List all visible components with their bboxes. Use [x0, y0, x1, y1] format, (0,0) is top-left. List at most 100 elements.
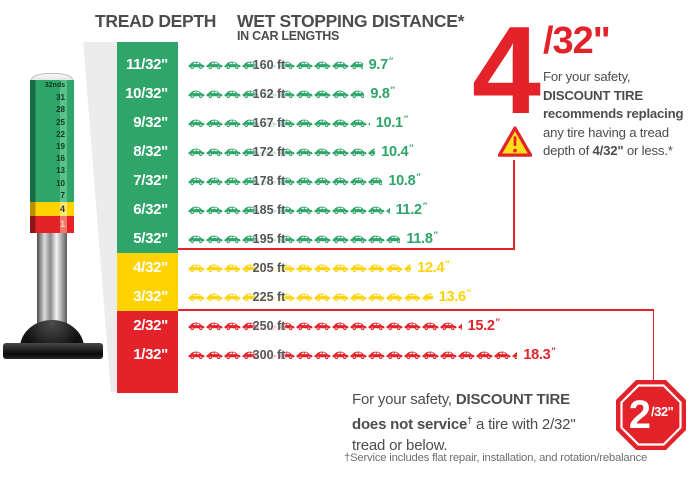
- two32-boundary-line: [178, 309, 654, 311]
- car-row: 172 ft: [188, 144, 376, 159]
- car-icon: [296, 320, 314, 332]
- recommend-line5a: depth of: [542, 143, 593, 159]
- car-icon: [296, 117, 314, 129]
- car-row: 160 ft: [188, 58, 363, 72]
- car-icon: [188, 88, 206, 100]
- car-icon: [206, 291, 224, 303]
- stop-sign-two32: 2 /32": [615, 379, 687, 451]
- car-row: 205 ft: [188, 261, 412, 275]
- distance-label: 300 ft: [252, 347, 286, 362]
- car-icon: [206, 204, 224, 216]
- car-icon: [188, 175, 206, 187]
- notice-line1b: DISCOUNT TIRE: [455, 391, 570, 408]
- car-icon: [332, 349, 350, 361]
- table-row: 9/32" 167 ft 10.1″: [117, 108, 555, 137]
- car-icon: [368, 175, 383, 187]
- double-prime-mark: ″: [551, 346, 556, 356]
- car-icon: 195 ft: [253, 232, 286, 246]
- car-icon: [314, 88, 332, 100]
- distance-label: 172 ft: [252, 144, 286, 159]
- distance-label: 162 ft: [252, 86, 286, 101]
- section-red: 2/32" 250 ft 15.2″ 1/32" 300 ft 18.3″: [117, 311, 556, 393]
- tread-depth-label: 10/32": [125, 85, 168, 102]
- car-lengths-value: 9.8″: [370, 85, 395, 102]
- table-row: 6/32" 185 ft 11.2″: [117, 195, 555, 224]
- recommend-line5b: 4/32": [592, 143, 624, 159]
- car-lengths-value: 10.1″: [375, 114, 408, 131]
- car-icon: [188, 117, 206, 129]
- four32-big-digit: 4: [472, 2, 541, 140]
- car-icon: [404, 291, 422, 303]
- car-icon: [368, 291, 386, 303]
- car-icon: [206, 320, 224, 332]
- gauge-red-band: 1: [30, 216, 74, 233]
- four32-boundary-line: [178, 248, 515, 250]
- car-icon: [206, 146, 224, 158]
- car-icon: [314, 175, 332, 187]
- car-lengths-value: 12.4″: [417, 259, 450, 276]
- distance-label: 195 ft: [252, 231, 286, 246]
- car-icon: [206, 262, 224, 274]
- tread-depth-label: 1/32": [133, 346, 168, 363]
- tread-depth-label: 6/32": [133, 201, 168, 218]
- car-icon: [242, 88, 260, 100]
- car-lengths-value: 9.7″: [368, 56, 394, 73]
- stop-sign-fraction: /32": [651, 403, 674, 419]
- car-icon: 185 ft: [253, 203, 286, 217]
- car-icon: [332, 59, 350, 71]
- car-icon: [296, 88, 314, 100]
- car-icon: [296, 204, 314, 216]
- car-icon: [188, 59, 206, 71]
- gauge-scale-number: 32nds: [44, 82, 65, 89]
- car-icon: [368, 262, 386, 274]
- car-icon: [224, 291, 242, 303]
- recommend-line2: DISCOUNT TIRE: [542, 87, 643, 103]
- car-icon: [368, 320, 386, 332]
- car-icon: [440, 320, 458, 332]
- car-lengths-value: 11.8″: [406, 230, 438, 247]
- tread-depth-label: 3/32": [133, 288, 168, 305]
- double-prime-mark: ″: [403, 114, 408, 124]
- car-icon: [188, 320, 206, 332]
- gauge-scale-number: 19: [56, 142, 65, 152]
- distance-label: 160 ft: [252, 57, 286, 72]
- car-icon: [350, 175, 368, 187]
- car-icon: [512, 349, 518, 361]
- car-icon: [224, 349, 242, 361]
- gauge-chrome-shaft: [37, 233, 67, 329]
- car-icon: [368, 349, 386, 361]
- car-icon: [494, 349, 512, 361]
- table-row: 5/32" 195 ft 11.8″: [117, 224, 555, 253]
- table-row: 3/32" 225 ft 13.6″: [117, 282, 555, 311]
- car-icon: [224, 146, 242, 158]
- car-icon: [386, 291, 404, 303]
- car-icon: [206, 175, 224, 187]
- car-icon: [296, 291, 314, 303]
- car-icon: [224, 59, 242, 71]
- car-icon: 160 ft: [253, 58, 286, 72]
- car-icon: [404, 262, 412, 274]
- car-icon: [422, 349, 440, 361]
- car-icon: [350, 291, 368, 303]
- car-icon: [188, 146, 206, 158]
- gauge-scale-number: 28: [56, 105, 65, 115]
- car-icon: 225 ft: [253, 290, 286, 304]
- car-icon: [386, 262, 404, 274]
- car-icon: [350, 117, 368, 129]
- car-icon: [242, 204, 260, 216]
- car-icon: [440, 349, 458, 361]
- car-icon: [476, 349, 494, 361]
- double-prime-mark: ″: [422, 201, 427, 211]
- gauge-scale-number: 10: [56, 178, 65, 188]
- tread-depth-label: 11/32": [125, 56, 168, 73]
- double-prime-mark: ″: [388, 56, 393, 66]
- car-icon: 162 ft: [253, 87, 286, 101]
- car-icon: [386, 320, 404, 332]
- car-icon: [206, 59, 224, 71]
- table-row: 1/32" 300 ft 18.3″: [117, 340, 556, 369]
- car-icon: [314, 59, 332, 71]
- car-icon: 250 ft: [253, 319, 286, 333]
- car-row: 250 ft: [188, 319, 462, 333]
- distance-label: 185 ft: [252, 202, 286, 217]
- table-row: 10/32" 162 ft 9.8″: [117, 79, 555, 108]
